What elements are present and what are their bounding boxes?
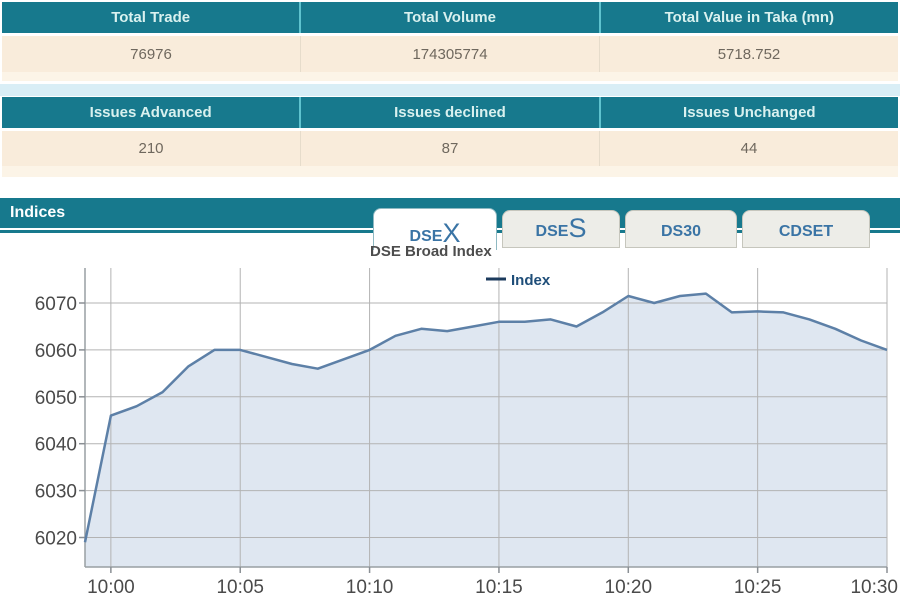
total-trade-header: Total Trade xyxy=(2,2,302,33)
tab-dses-accent: S xyxy=(568,213,587,244)
tab-dsex-accent: X xyxy=(442,218,461,249)
index-area-fill xyxy=(85,293,887,567)
tab-ds30-label: DS30 xyxy=(660,223,702,240)
tab-dses[interactable]: DSE S xyxy=(502,210,620,248)
total-volume-header: Total Volume xyxy=(301,2,601,33)
x-tick-label: 10:30 xyxy=(850,577,898,598)
trade-summary-table: Total Trade Total Volume Total Value in … xyxy=(2,2,898,81)
row-bottom-strip xyxy=(2,166,898,177)
issues-summary-header-row: Issues Advanced Issues declined Issues U… xyxy=(2,97,898,128)
tab-dsex[interactable]: DSE X xyxy=(373,208,497,250)
y-tick-label: 6040 xyxy=(35,435,77,456)
issues-advanced-header: Issues Advanced xyxy=(2,97,302,128)
y-tick-label: 6060 xyxy=(35,341,77,362)
x-tick-label: 10:00 xyxy=(87,577,135,598)
issues-unchanged-value: 44 xyxy=(740,140,758,157)
x-tick-label: 10:10 xyxy=(346,577,394,598)
tab-ds30[interactable]: DS30 xyxy=(625,210,737,248)
x-tick-label: 10:20 xyxy=(605,577,653,598)
y-tick-label: 6020 xyxy=(35,529,77,550)
total-value-value: 5718.752 xyxy=(717,45,781,63)
tab-cdset-label: CDSET xyxy=(778,223,834,240)
indices-section-title: Indices xyxy=(10,204,66,221)
row-bottom-strip xyxy=(2,72,898,81)
dse-broad-index-chart: 6020 6030 6040 6050 6060 6070 10:00 10:05 10:10 1… xyxy=(35,243,898,598)
issues-declined-value: 87 xyxy=(301,131,600,166)
total-volume-value: 174305774 xyxy=(301,36,600,72)
issues-summary-value-row: 210 87 44 xyxy=(2,131,898,166)
index-chart-container: 6020 6030 6040 6050 6060 6070 10:00 10:05 10:10 1… xyxy=(0,232,900,600)
tab-dsex-label: DSE xyxy=(409,228,443,245)
section-divider-band xyxy=(0,84,900,96)
tab-dses-label: DSE xyxy=(535,223,569,240)
legend-label: Index xyxy=(511,272,551,289)
total-trade-value: 76976 xyxy=(2,36,301,72)
y-tick-label: 6030 xyxy=(35,482,77,503)
issues-unchanged-header: Issues Unchanged xyxy=(683,104,816,121)
issues-advanced-value: 210 xyxy=(2,131,301,166)
trade-summary-header-row: Total Trade Total Volume Total Value in … xyxy=(2,2,898,33)
tab-cdset[interactable]: CDSET xyxy=(742,210,870,248)
y-tick-label: 6050 xyxy=(35,388,77,409)
x-tick-label: 10:05 xyxy=(216,577,264,598)
index-series-line xyxy=(83,292,888,543)
issues-declined-header: Issues declined xyxy=(301,97,601,128)
total-value-header: Total Value in Taka (mn) xyxy=(664,9,835,26)
y-tick-label: 6070 xyxy=(35,294,77,315)
issues-summary-table: Issues Advanced Issues declined Issues U… xyxy=(2,97,898,177)
x-tick-label: 10:25 xyxy=(734,577,782,598)
trade-summary-value-row: 76976 174305774 5718.752 xyxy=(2,36,898,72)
x-tick-label: 10:15 xyxy=(475,577,523,598)
